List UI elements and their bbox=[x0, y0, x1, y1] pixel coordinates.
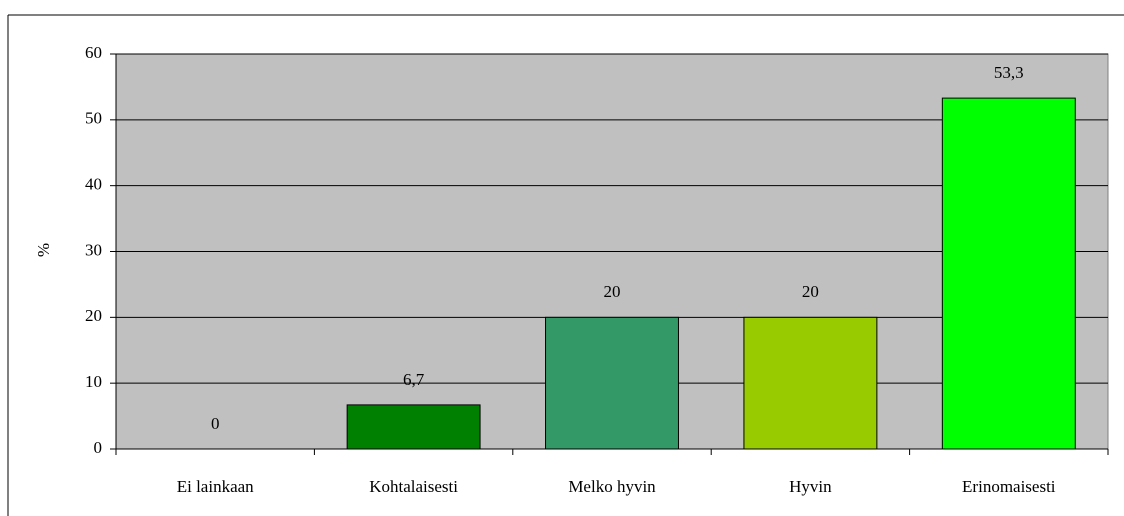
x-tick-label: Melko hyvin bbox=[568, 477, 656, 496]
value-label: 20 bbox=[604, 282, 621, 301]
value-label: 0 bbox=[211, 414, 220, 433]
bar bbox=[545, 316, 679, 450]
x-tick-label: Kohtalaisesti bbox=[369, 477, 458, 496]
bar bbox=[743, 316, 878, 450]
y-axis-label: % bbox=[34, 243, 53, 257]
y-tick-label: 0 bbox=[94, 438, 103, 457]
value-label: 6,7 bbox=[403, 370, 425, 389]
bar bbox=[941, 97, 1076, 450]
value-label: 20 bbox=[802, 282, 819, 301]
y-tick-label: 30 bbox=[85, 240, 102, 259]
y-tick-label: 50 bbox=[85, 109, 102, 128]
x-tick-label: Hyvin bbox=[789, 477, 832, 496]
bar bbox=[346, 404, 481, 450]
y-tick-label: 10 bbox=[85, 372, 102, 391]
x-tick-label: Ei lainkaan bbox=[177, 477, 254, 496]
value-label: 53,3 bbox=[994, 63, 1024, 82]
y-tick-label: 40 bbox=[85, 175, 102, 194]
y-tick-label: 20 bbox=[85, 306, 102, 325]
x-tick-label: Erinomaisesti bbox=[962, 477, 1056, 496]
y-tick-label: 60 bbox=[85, 43, 102, 62]
